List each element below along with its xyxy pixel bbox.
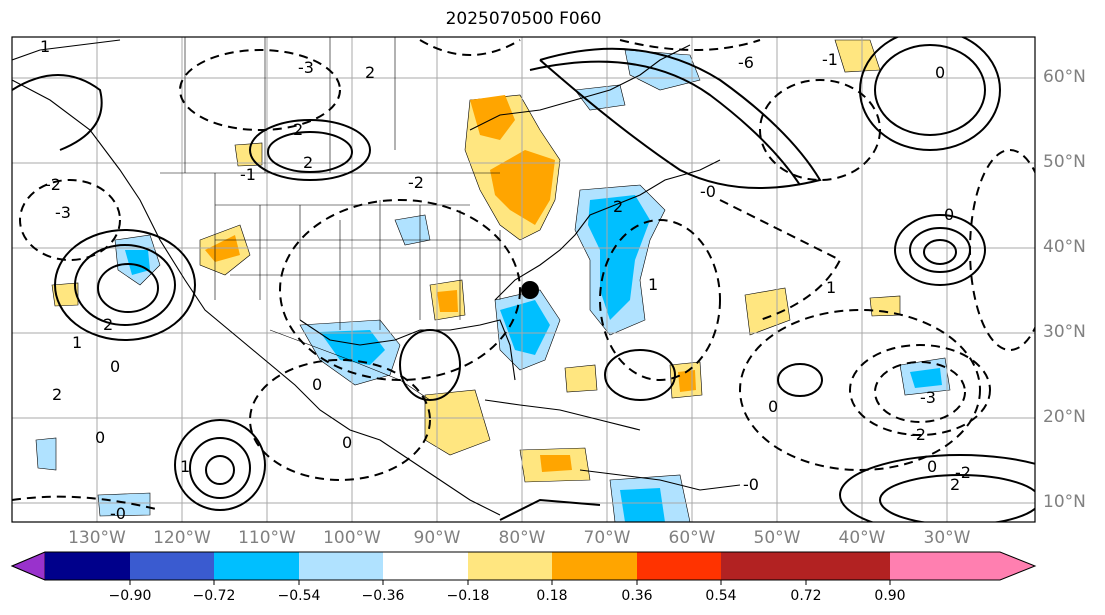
orange-anomaly-region bbox=[464, 94, 561, 241]
contour-label: 1 bbox=[826, 278, 836, 297]
contour-labels: 1 -1 -3 2 2 -2 -3 2 1 0 0 1 2 0 -0 0 1 -… bbox=[40, 37, 971, 523]
contour-label: -2 bbox=[408, 173, 424, 192]
station-dot bbox=[521, 281, 539, 299]
colorbar-tick-label: −0.72 bbox=[192, 588, 236, 604]
colorbar-segment bbox=[214, 552, 299, 580]
colorbar-tick-label: 0.90 bbox=[874, 588, 906, 604]
lon-label-30w: 30°W bbox=[923, 528, 971, 548]
contour-label: 1 bbox=[40, 37, 50, 56]
contour-label: 0 bbox=[312, 375, 322, 394]
colorbar-segment bbox=[552, 552, 637, 580]
lat-label-40n: 40°N bbox=[1043, 237, 1086, 257]
colorbar-segment bbox=[637, 552, 721, 580]
small-anomaly-regions bbox=[35, 39, 951, 522]
colorbar-segment bbox=[721, 552, 806, 580]
colorbar-tick-label: 0.36 bbox=[621, 588, 653, 604]
colorbar-segment bbox=[45, 552, 130, 580]
map-title: 2025070500 F060 bbox=[445, 9, 602, 29]
colorbar-segment bbox=[130, 552, 214, 580]
contour-label: -3 bbox=[920, 388, 936, 407]
contour-label: 2 bbox=[103, 315, 113, 334]
contour-label: 1 bbox=[648, 275, 658, 294]
lat-label-60n: 60°N bbox=[1043, 67, 1086, 87]
lat-label-20n: 20°N bbox=[1043, 407, 1086, 427]
borders bbox=[160, 37, 520, 401]
colorbar-segment bbox=[468, 552, 552, 580]
blue-anomaly-region-east bbox=[574, 184, 666, 336]
contours-dashed bbox=[12, 39, 1035, 511]
contour-label: 2 bbox=[950, 475, 960, 494]
contour-label: 0 bbox=[110, 357, 120, 376]
lon-label-130w: 130°W bbox=[68, 528, 126, 548]
colorbar-tick-label: −0.54 bbox=[277, 588, 321, 604]
contour-label: 0 bbox=[768, 397, 778, 416]
contours-solid bbox=[12, 37, 1035, 522]
colorbar bbox=[10, 551, 1037, 585]
contour-label: 0 bbox=[342, 433, 352, 452]
lon-label-60w: 60°W bbox=[668, 528, 716, 548]
colorbar-tick-label: 0.72 bbox=[790, 588, 822, 604]
contour-label: 2 bbox=[613, 197, 623, 216]
map-field: 1 -1 -3 2 2 -2 -3 2 1 0 0 1 2 0 -0 0 1 -… bbox=[12, 37, 1035, 523]
colorbar-tick-label: −0.90 bbox=[108, 588, 152, 604]
contour-label: -1 bbox=[822, 50, 838, 69]
colorbar-tick-label: −0.36 bbox=[361, 588, 405, 604]
contour-label: 2 bbox=[303, 153, 313, 172]
lon-label-40w: 40°W bbox=[838, 528, 886, 548]
contour-label: 0 bbox=[944, 205, 954, 224]
colorbar-tick-label: 0.18 bbox=[536, 588, 568, 604]
colorbar-tick-label: −0.18 bbox=[446, 588, 490, 604]
contour-label: 0 bbox=[927, 457, 937, 476]
contour-label: 0 bbox=[935, 63, 945, 82]
contour-label: -1 bbox=[240, 165, 256, 184]
colorbar-segment bbox=[383, 552, 468, 580]
map-frame bbox=[11, 36, 1036, 523]
contour-label: -6 bbox=[738, 53, 754, 72]
graticule bbox=[12, 37, 1035, 522]
colorbar-tick-label: 0.54 bbox=[705, 588, 737, 604]
contour-label: -0 bbox=[743, 475, 759, 494]
colorbar-segment bbox=[806, 552, 890, 580]
colorbar-segment bbox=[299, 552, 383, 580]
contour-label: 2 bbox=[365, 63, 375, 82]
lon-label-80w: 80°W bbox=[498, 528, 546, 548]
contour-label: 1 bbox=[180, 457, 190, 476]
lat-label-30n: 30°N bbox=[1043, 322, 1086, 342]
colorbar-underflow bbox=[10, 551, 46, 581]
contour-label: 2 bbox=[293, 120, 303, 139]
lat-label-50n: 50°N bbox=[1043, 152, 1086, 172]
contour-label: 1 bbox=[72, 333, 82, 352]
contour-label: -0 bbox=[110, 504, 126, 523]
lon-label-100w: 100°W bbox=[323, 528, 381, 548]
lon-label-120w: 120°W bbox=[153, 528, 211, 548]
contour-label: -2 bbox=[45, 175, 61, 194]
lon-label-70w: 70°W bbox=[583, 528, 631, 548]
contour-label: -3 bbox=[298, 58, 314, 77]
contour-label: -3 bbox=[55, 203, 71, 222]
lon-label-110w: 110°W bbox=[238, 528, 296, 548]
contour-label: 0 bbox=[95, 428, 105, 447]
contour-label: -0 bbox=[700, 182, 716, 201]
lon-label-90w: 90°W bbox=[413, 528, 461, 548]
contour-label: -2 bbox=[955, 463, 971, 482]
lon-label-50w: 50°W bbox=[753, 528, 801, 548]
lat-label-10n: 10°N bbox=[1043, 492, 1086, 512]
contour-label: -2 bbox=[910, 425, 926, 444]
contour-label: 2 bbox=[52, 385, 62, 404]
